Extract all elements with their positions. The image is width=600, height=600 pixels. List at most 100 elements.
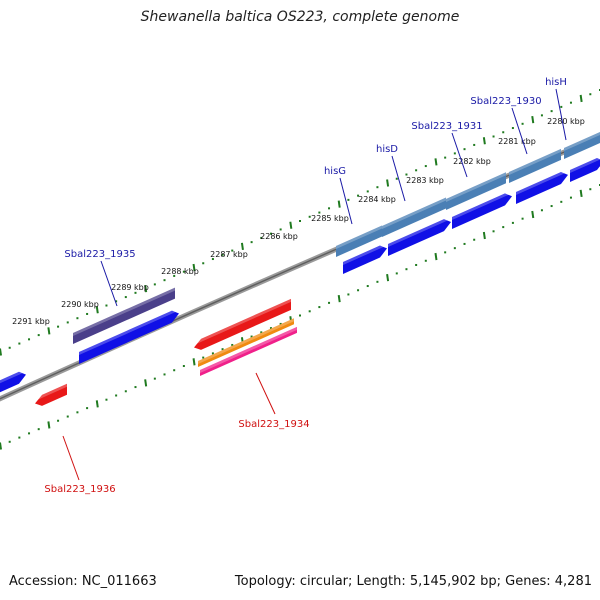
minor-tick — [444, 156, 447, 159]
minor-tick — [250, 335, 253, 338]
minor-tick — [115, 300, 118, 303]
leader-line — [100, 260, 118, 307]
upper-tick-row — [0, 89, 600, 356]
minor-tick — [231, 343, 234, 346]
gene-bar-hisD-body — [382, 197, 446, 237]
major-tick — [289, 221, 293, 229]
minor-tick — [318, 306, 321, 309]
gene-label: Sbal223_1930 — [470, 96, 541, 107]
minor-tick — [328, 301, 331, 304]
cds-left-edge-shine — [0, 368, 26, 384]
feature-labels: 2280 kbp 2281 kbp 2282 kbp 2283 kbp 2284 kbp… — [12, 77, 585, 495]
minor-tick — [521, 122, 524, 125]
kbp-label: 2290 kbp — [61, 300, 99, 309]
minor-tick — [415, 169, 418, 172]
cds-1931-shine — [452, 190, 512, 220]
minor-tick — [269, 232, 272, 235]
major-tick — [531, 115, 535, 124]
lower-tick-row — [0, 184, 600, 450]
minor-tick — [550, 110, 553, 113]
minor-tick — [502, 131, 505, 134]
cds-1936 — [35, 383, 67, 406]
minor-tick — [202, 356, 205, 359]
leader-line — [451, 132, 468, 178]
mrna-1934-shine — [200, 326, 297, 373]
gene-label: Sbal223_1934 — [238, 419, 309, 430]
gene-label: Sbal223_1935 — [64, 249, 135, 260]
minor-tick — [589, 188, 592, 191]
cds-1934-shine — [194, 298, 291, 345]
gene-bar-hisG-shine — [336, 225, 382, 249]
minor-tick — [153, 377, 156, 380]
minor-tick — [473, 143, 476, 146]
cds-1931 — [452, 190, 512, 229]
cds-1934-body — [194, 298, 291, 350]
minor-tick — [86, 407, 89, 410]
minor-tick — [366, 285, 369, 288]
cds-1930 — [516, 168, 568, 204]
gene-label: Sbal223_1936 — [44, 484, 115, 495]
minor-tick — [66, 415, 69, 418]
cds-1931-body — [452, 193, 512, 229]
minor-tick — [540, 114, 543, 117]
leader-line — [62, 435, 80, 481]
minor-tick — [124, 390, 127, 393]
minor-tick — [86, 312, 89, 315]
gene-label: hisD — [376, 144, 398, 155]
minor-tick — [182, 365, 185, 368]
minor-tick — [405, 173, 408, 176]
gene-bar-1935-shine — [73, 287, 175, 336]
kbp-label: 2285 kbp — [311, 214, 349, 223]
major-tick — [144, 379, 148, 387]
minor-tick — [424, 259, 427, 262]
minor-tick — [37, 428, 40, 431]
accession-text: Accession: NC_011663 — [9, 574, 157, 589]
minor-tick — [37, 334, 40, 337]
minor-tick — [173, 274, 176, 277]
kbp-label: 2289 kbp — [111, 283, 149, 292]
minor-tick — [357, 289, 360, 292]
kbp-label: 2280 kbp — [547, 117, 585, 126]
major-tick — [531, 210, 535, 219]
minor-tick — [28, 432, 31, 435]
minor-tick — [299, 220, 301, 222]
minor-tick — [328, 207, 331, 210]
gene-bar-1930-body — [509, 148, 561, 183]
minor-tick — [279, 228, 282, 231]
major-tick — [192, 263, 196, 272]
minor-tick — [279, 322, 282, 325]
minor-tick — [202, 262, 205, 265]
gene-bar-hisD-shine — [382, 197, 446, 229]
gene-bar-1931-shine — [446, 172, 506, 202]
minor-tick — [347, 198, 350, 201]
minor-tick — [260, 331, 263, 334]
kbp-label: 2284 kbp — [358, 195, 396, 204]
gene-bar-hisH — [564, 131, 600, 159]
mrna-1934-body — [200, 326, 297, 376]
kbp-label: 2282 kbp — [453, 157, 491, 166]
major-tick — [337, 200, 341, 208]
major-tick — [386, 179, 390, 187]
leader-line — [511, 107, 528, 155]
minor-tick — [473, 238, 476, 241]
minor-tick — [8, 440, 11, 443]
major-tick — [337, 295, 341, 303]
kbp-label: 2283 kbp — [406, 176, 444, 185]
kbp-label: 2288 kbp — [161, 267, 199, 276]
minor-tick — [211, 258, 214, 261]
gene-bar-1930 — [509, 148, 561, 183]
gene-bar-hisD — [382, 197, 446, 237]
gene-label: Sbal223_1931 — [411, 121, 482, 132]
cds-1936-shine — [35, 383, 67, 401]
gene-bar-1935 — [73, 287, 175, 344]
major-tick — [95, 306, 99, 314]
major-tick — [386, 273, 390, 282]
minor-tick — [8, 346, 11, 349]
major-tick — [240, 242, 244, 250]
minor-tick — [221, 253, 224, 256]
major-tick — [0, 442, 2, 450]
cds-left-edge — [0, 368, 26, 393]
minor-tick — [357, 194, 360, 197]
minor-tick — [569, 196, 572, 199]
gene-bar-1935-body — [73, 287, 175, 344]
